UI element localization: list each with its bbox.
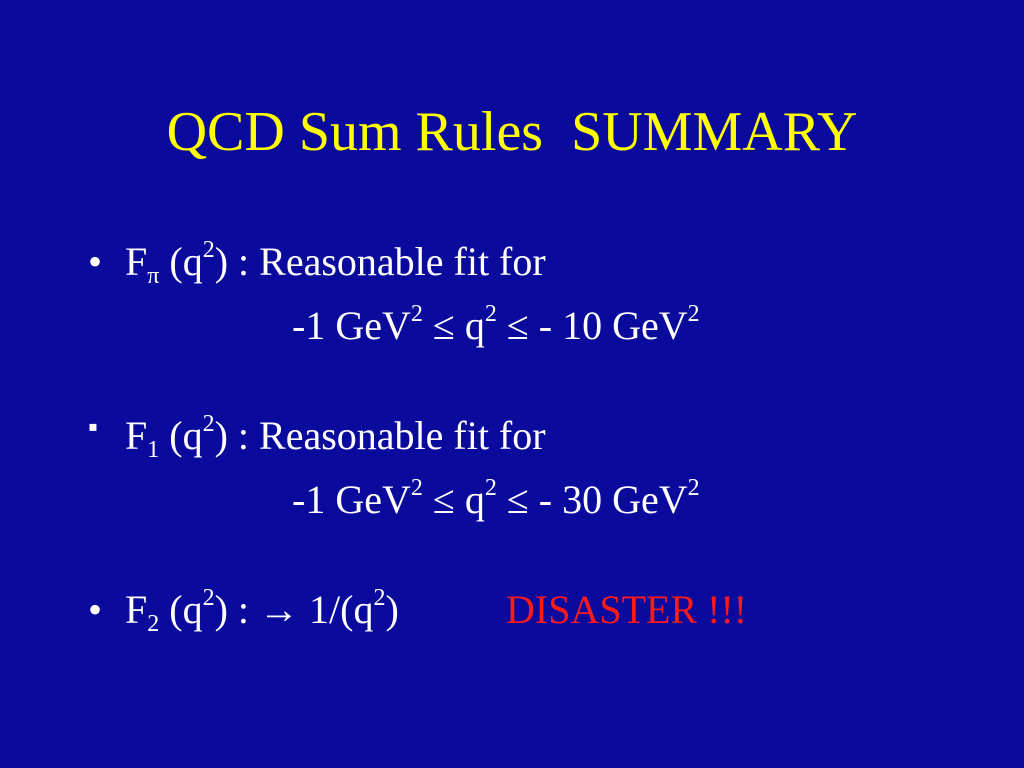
text: (q: [159, 239, 203, 284]
text: 1: [147, 437, 160, 463]
text: 2: [484, 475, 497, 501]
text: F: [125, 413, 148, 458]
text: F: [125, 587, 148, 632]
text: ≤ - 10 GeV: [496, 303, 688, 348]
text: 2: [410, 475, 423, 501]
text: 2: [147, 611, 160, 637]
text: -1 GeV: [292, 303, 411, 348]
item-f-pi-range: -1 GeV2 ≤ q2 ≤ - 10 GeV2: [292, 302, 700, 349]
item-f2: F2 (q2) : → 1/(q2): [125, 585, 399, 636]
text: 2: [484, 301, 497, 327]
text: -1 GeV: [292, 477, 411, 522]
text: F: [125, 239, 148, 284]
text: ≤ - 30 GeV: [496, 477, 688, 522]
text: 2: [687, 301, 700, 327]
item-f-pi: Fπ (q2) : Reasonable fit for: [125, 237, 546, 288]
text: ) : Reasonable fit for: [214, 239, 546, 284]
text: ≤ q: [422, 477, 485, 522]
text: (q: [159, 587, 203, 632]
bullet: •: [88, 239, 103, 284]
bullet: ▪: [88, 412, 98, 443]
text: 2: [202, 585, 215, 611]
item-f1: F1 (q2) : Reasonable fit for: [125, 411, 546, 462]
text: 2: [202, 411, 215, 437]
text: ≤ q: [422, 303, 485, 348]
text: π: [147, 263, 160, 289]
text: 2: [410, 301, 423, 327]
text: 2: [687, 475, 700, 501]
item-f1-range: -1 GeV2 ≤ q2 ≤ - 30 GeV2: [292, 476, 700, 523]
text: (q: [159, 413, 203, 458]
text: ): [385, 587, 399, 632]
bullet: •: [88, 587, 103, 632]
text: ) : → 1/(q: [214, 587, 374, 632]
text: ) : Reasonable fit for: [214, 413, 546, 458]
text: 2: [373, 585, 386, 611]
slide-title: QCD Sum Rules SUMMARY: [166, 101, 858, 163]
disaster-label: DISASTER !!!: [506, 587, 748, 632]
text: 2: [202, 237, 215, 263]
